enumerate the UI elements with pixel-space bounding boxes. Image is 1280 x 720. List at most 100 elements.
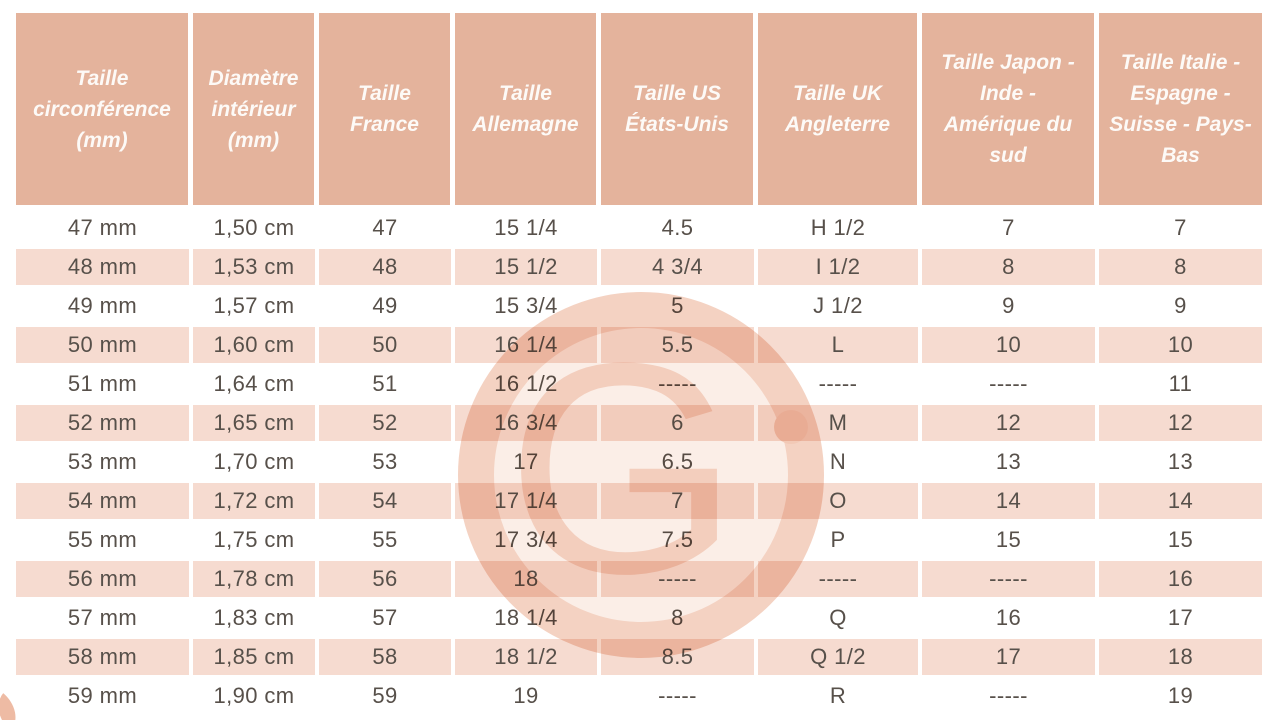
table-cell: 15 1/4 [455,210,601,249]
table-cell: 13 [922,444,1099,483]
table-cell: 10 [1099,327,1262,366]
table-cell: 8 [922,249,1099,288]
table-cell: O [758,483,922,522]
table-cell: 9 [1099,288,1262,327]
table-row: 59 mm 1,90 cm 59 19 ----- R ----- 19 [16,678,1262,717]
table-cell: 1,60 cm [193,327,319,366]
table-cell: 17 3/4 [455,522,601,561]
table-cell: 19 [455,678,601,717]
table-cell: 48 [319,249,455,288]
table-row: 56 mm 1,78 cm 56 18 ----- ----- ----- 16 [16,561,1262,600]
table-cell: 7.5 [601,522,758,561]
table-cell: 16 [1099,561,1262,600]
table-cell: 1,85 cm [193,639,319,678]
table-cell: 17 [922,639,1099,678]
table-cell: 1,72 cm [193,483,319,522]
table-cell: 11 [1099,366,1262,405]
column-header: Taille Japon - Inde - Amérique du sud [922,13,1099,210]
table-cell: 19 [1099,678,1262,717]
table-row: 54 mm 1,72 cm 54 17 1/4 7 O 14 14 [16,483,1262,522]
table-cell: 4 3/4 [601,249,758,288]
table-cell: ----- [922,561,1099,600]
table-body: 47 mm 1,50 cm 47 15 1/4 4.5 H 1/2 7 7 48 mm 1,53 … [16,210,1262,717]
table-cell: 58 [319,639,455,678]
table-row: 58 mm 1,85 cm 58 18 1/2 8.5 Q 1/2 17 18 [16,639,1262,678]
table-cell: 51 [319,366,455,405]
table-cell: 7 [601,483,758,522]
table-header: Taille circonférence (mm) Diamètre intéri… [16,13,1262,210]
table-cell: 50 [319,327,455,366]
table-cell: 57 [319,600,455,639]
table-cell: 16 [922,600,1099,639]
table-cell: Q 1/2 [758,639,922,678]
table-cell: P [758,522,922,561]
table-row: 49 mm 1,57 cm 49 15 3/4 5 J 1/2 9 9 [16,288,1262,327]
table-cell: M [758,405,922,444]
table-cell: 18 [1099,639,1262,678]
column-header: Taille France [319,13,455,210]
table-cell: 9 [922,288,1099,327]
table-cell: 49 [319,288,455,327]
table-cell: 10 [922,327,1099,366]
table-cell: 8 [1099,249,1262,288]
table-cell: 15 1/2 [455,249,601,288]
table-cell: 51 mm [16,366,193,405]
table-cell: 52 mm [16,405,193,444]
table-cell: 50 mm [16,327,193,366]
table-cell: 18 [455,561,601,600]
table-cell: 14 [1099,483,1262,522]
table-cell: 49 mm [16,288,193,327]
table-row: 52 mm 1,65 cm 52 16 3/4 6 M 12 12 [16,405,1262,444]
table-cell: 52 [319,405,455,444]
table-cell: 6.5 [601,444,758,483]
column-header: Taille circonférence (mm) [16,13,193,210]
table-cell: ----- [922,366,1099,405]
table-cell: 58 mm [16,639,193,678]
column-header: Taille UK Angleterre [758,13,922,210]
table-cell: 53 mm [16,444,193,483]
table-cell: 56 [319,561,455,600]
table-cell: 12 [922,405,1099,444]
table-cell: 1,78 cm [193,561,319,600]
column-header: Taille Italie - Espagne - Suisse - Pays-… [1099,13,1262,210]
table-cell: 7 [1099,210,1262,249]
table-row: 53 mm 1,70 cm 53 17 6.5 N 13 13 [16,444,1262,483]
table-cell: 8.5 [601,639,758,678]
table-cell: 55 [319,522,455,561]
table-header-row: Taille circonférence (mm) Diamètre intéri… [16,13,1262,210]
table-cell: 1,53 cm [193,249,319,288]
table-cell: I 1/2 [758,249,922,288]
table-cell: ----- [601,366,758,405]
table-cell: 59 [319,678,455,717]
table-cell: ----- [922,678,1099,717]
table-cell: 54 [319,483,455,522]
table-cell: 16 1/2 [455,366,601,405]
table-cell: 1,90 cm [193,678,319,717]
table-cell: 15 [1099,522,1262,561]
table-cell: H 1/2 [758,210,922,249]
table-cell: 18 1/4 [455,600,601,639]
table-cell: 1,65 cm [193,405,319,444]
table-cell: 15 [922,522,1099,561]
table-cell: 55 mm [16,522,193,561]
table-cell: 17 1/4 [455,483,601,522]
table-cell: 4.5 [601,210,758,249]
table-cell: 6 [601,405,758,444]
table-cell: Q [758,600,922,639]
table-cell: R [758,678,922,717]
table-cell: 15 3/4 [455,288,601,327]
table-cell: 7 [922,210,1099,249]
table-cell: 1,50 cm [193,210,319,249]
table-row: 48 mm 1,53 cm 48 15 1/2 4 3/4 I 1/2 8 8 [16,249,1262,288]
ring-size-conversion-table: Taille circonférence (mm) Diamètre intéri… [16,13,1262,717]
table-cell: 48 mm [16,249,193,288]
table-cell: L [758,327,922,366]
column-header: Taille US États-Unis [601,13,758,210]
column-header: Diamètre intérieur (mm) [193,13,319,210]
column-header: Taille Allemagne [455,13,601,210]
table-cell: 17 [1099,600,1262,639]
table-cell: ----- [758,561,922,600]
table-row: 50 mm 1,60 cm 50 16 1/4 5.5 L 10 10 [16,327,1262,366]
table-cell: 13 [1099,444,1262,483]
